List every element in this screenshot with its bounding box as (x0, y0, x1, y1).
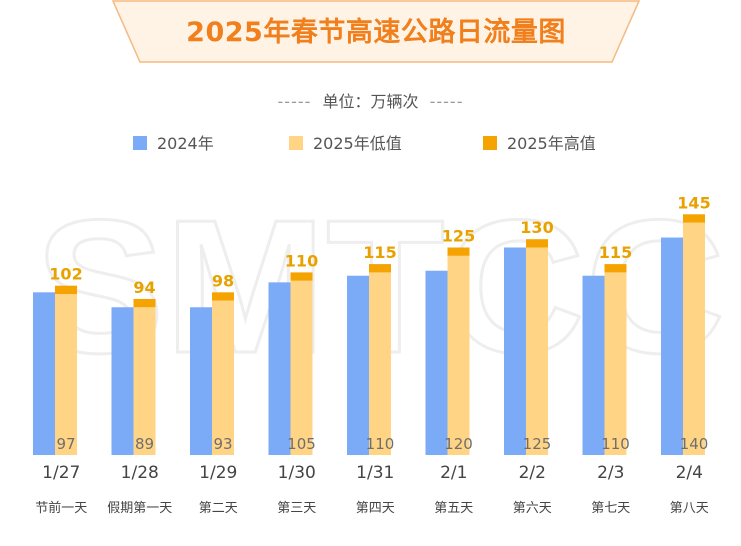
bar-2025-high-4 (290, 272, 313, 281)
bar-2024-1 (33, 292, 55, 455)
bar-2025-high-9 (683, 214, 705, 223)
x-tick-label-4: 1/30 (278, 463, 316, 483)
bar-2025-low-6 (447, 255, 470, 455)
unit-label: 单位：万辆次 (322, 92, 419, 111)
label-2025-high-4: 110 (285, 251, 318, 270)
x-sublabel-8: 第七天 (591, 501, 630, 516)
bar-2025-high-3 (212, 292, 234, 301)
x-tick-label-8: 2/3 (597, 463, 624, 483)
x-tick-label-2: 1/28 (121, 463, 159, 483)
x-sublabel-2: 假期第一天 (107, 501, 172, 516)
x-sublabel-1: 节前一天 (35, 500, 87, 516)
x-sublabel-5: 第四天 (356, 501, 395, 516)
x-tick-label-7: 2/2 (519, 463, 546, 483)
bar-2024-8 (582, 275, 605, 455)
x-tick-label-1: 1/27 (42, 463, 80, 483)
label-2025-high-7: 130 (520, 218, 553, 237)
bar-2024-2 (111, 307, 134, 455)
bar-2025-high-2 (133, 298, 156, 308)
bar-2025-low-1 (55, 293, 77, 455)
legend-label-2024: 2024年 (157, 134, 214, 153)
bar-2025-low-7 (526, 247, 548, 455)
bar-2025-low-4 (290, 280, 313, 455)
bar-2025-low-9 (683, 222, 705, 455)
x-sublabel-4: 第三天 (277, 501, 316, 516)
legend-label-2025-low: 2025年低值 (313, 134, 402, 153)
label-2025-high-6: 125 (442, 227, 475, 246)
legend-label-2025-high: 2025年高值 (507, 134, 596, 153)
unit-dashes-right: ----- (429, 92, 464, 111)
legend-item-2025-high: 2025年高值 (483, 134, 596, 154)
bar-2025-high-5 (369, 264, 391, 273)
label-2025-low-9: 140 (680, 435, 709, 453)
label-2025-low-8: 110 (601, 435, 630, 453)
legend-swatch-2025-high (483, 136, 497, 150)
bar-2025-high-7 (526, 239, 548, 248)
legend-item-2024: 2024年 (133, 134, 214, 154)
label-2025-high-8: 115 (599, 243, 632, 262)
bar-2025-low-5 (369, 272, 391, 455)
label-2025-high-2: 94 (133, 278, 155, 297)
bar-2024-7 (504, 247, 526, 455)
x-sublabel-7: 第六天 (513, 501, 552, 516)
label-2025-high-5: 115 (363, 243, 396, 262)
x-tick-label-6: 2/1 (440, 463, 467, 483)
chart-title: 2025年春节高速公路日流量图 (186, 17, 566, 48)
label-2025-low-5: 110 (366, 435, 395, 453)
bar-2024-5 (347, 275, 369, 455)
bar-2024-4 (268, 282, 291, 455)
bar-2025-high-8 (604, 264, 627, 273)
legend-item-2025-low: 2025年低值 (289, 134, 402, 154)
label-2025-low-2: 89 (135, 435, 154, 453)
label-2025-high-3: 98 (212, 271, 234, 290)
label-2025-high-1: 102 (49, 265, 82, 284)
x-sublabel-3: 第二天 (199, 501, 238, 516)
bar-2025-low-2 (133, 307, 156, 455)
bar-2024-9 (661, 237, 683, 455)
label-2025-high-9: 145 (677, 193, 710, 212)
x-sublabel-6: 第五天 (434, 501, 473, 516)
legend-swatch-2025-low (289, 136, 303, 150)
x-tick-label-9: 2/4 (676, 463, 703, 483)
bar-2025-low-3 (212, 300, 234, 455)
x-tick-label-3: 1/29 (199, 463, 237, 483)
title-banner-shape (112, 0, 640, 63)
x-sublabel-9: 第八天 (670, 501, 709, 516)
bar-2025-low-8 (604, 272, 627, 455)
label-2025-low-3: 93 (213, 435, 232, 453)
bar-2025-high-1 (55, 285, 77, 294)
legend-swatch-2024 (133, 136, 147, 150)
label-2025-low-7: 125 (523, 435, 552, 453)
label-2025-low-1: 97 (56, 435, 75, 453)
unit-line: ----- 单位：万辆次 ----- (0, 88, 741, 112)
title-banner (112, 0, 640, 63)
label-2025-low-4: 105 (287, 435, 316, 453)
x-tick-label-5: 1/31 (356, 463, 394, 483)
bar-2024-6 (425, 270, 448, 455)
bar-2025-high-6 (447, 247, 470, 256)
bar-2024-3 (190, 307, 212, 455)
unit-dashes-left: ----- (277, 92, 312, 111)
label-2025-low-6: 120 (444, 435, 473, 453)
